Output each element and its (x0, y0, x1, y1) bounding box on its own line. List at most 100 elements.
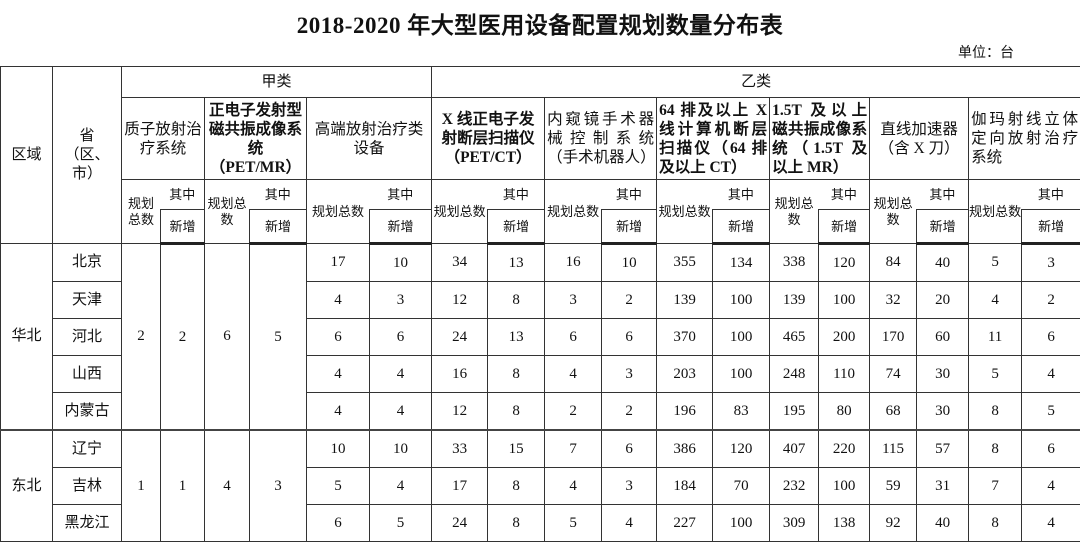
cell-value: 5 (969, 244, 1022, 282)
cell-value: 83 (713, 393, 770, 431)
cell-value: 4 (307, 393, 370, 431)
header-region: 区域 (1, 67, 53, 244)
cell-value: 8 (488, 356, 545, 393)
cell-value: 2 (1022, 282, 1080, 319)
cell-value: 34 (432, 244, 488, 282)
cell-value: 32 (870, 282, 917, 319)
header-device: X 线正电子发射断层扫描仪（PET/CT） (432, 98, 545, 180)
cell-value: 68 (870, 393, 917, 431)
cell-value: 24 (432, 505, 488, 542)
header-new: 新增 (819, 210, 870, 244)
cell-petmr: 5 (250, 244, 307, 431)
cell-value: 4 (1022, 468, 1080, 505)
cell-value: 5 (969, 356, 1022, 393)
cell-value: 465 (770, 319, 819, 356)
province-name: 天津 (53, 282, 122, 319)
cell-value: 6 (1022, 430, 1080, 468)
header-device: 内窥镜手术器械控制系统（手术机器人） (545, 98, 657, 180)
cell-value: 5 (307, 468, 370, 505)
province-name: 北京 (53, 244, 122, 282)
cell-value: 338 (770, 244, 819, 282)
cell-value: 16 (545, 244, 602, 282)
header-new: 新增 (370, 210, 432, 244)
cell-value: 170 (870, 319, 917, 356)
cell-proton: 1 (161, 430, 205, 542)
cell-value: 386 (657, 430, 713, 468)
header-device: 1.5T 及以上磁共振成像系统（1.5T 及以上 MR） (770, 98, 870, 180)
header-device: 高端放射治疗类设备 (307, 98, 432, 180)
cell-value: 59 (870, 468, 917, 505)
header-new: 新增 (713, 210, 770, 244)
cell-value: 13 (488, 244, 545, 282)
cell-value: 3 (602, 468, 657, 505)
region-name: 华北 (1, 244, 53, 431)
header-of-which: 其中 (1022, 180, 1080, 210)
cell-value: 220 (819, 430, 870, 468)
cell-petmr: 4 (205, 430, 250, 542)
equipment-table: 区域 省（区、市） 甲类 乙类 质子放射治疗系统正电子发射型磁共振成像系统（PE… (0, 66, 1080, 542)
cell-value: 24 (432, 319, 488, 356)
cell-value: 20 (917, 282, 969, 319)
cell-value: 203 (657, 356, 713, 393)
cell-value: 6 (1022, 319, 1080, 356)
header-of-which: 其中 (250, 180, 307, 210)
cell-value: 100 (819, 468, 870, 505)
cell-value: 4 (1022, 356, 1080, 393)
header-of-which: 其中 (602, 180, 657, 210)
header-new: 新增 (250, 210, 307, 244)
header-planned-total: 规划总数 (432, 180, 488, 244)
cell-proton: 2 (122, 244, 161, 431)
cell-value: 10 (307, 430, 370, 468)
cell-value: 115 (870, 430, 917, 468)
cell-value: 12 (432, 282, 488, 319)
cell-value: 11 (969, 319, 1022, 356)
cell-value: 5 (545, 505, 602, 542)
header-of-which: 其中 (370, 180, 432, 210)
cell-value: 40 (917, 244, 969, 282)
header-planned-total: 规划总数 (657, 180, 713, 244)
cell-value: 17 (307, 244, 370, 282)
cell-value: 8 (488, 468, 545, 505)
province-name: 黑龙江 (53, 505, 122, 542)
cell-value: 7 (969, 468, 1022, 505)
header-device: 伽玛射线立体定向放射治疗系统 (969, 98, 1080, 180)
header-of-which: 其中 (819, 180, 870, 210)
page-title: 2018-2020 年大型医用设备配置规划数量分布表 (0, 6, 1080, 40)
cell-value: 120 (713, 430, 770, 468)
cell-value: 100 (713, 282, 770, 319)
header-new: 新增 (917, 210, 969, 244)
cell-value: 4 (370, 468, 432, 505)
cell-value: 6 (370, 319, 432, 356)
cell-value: 184 (657, 468, 713, 505)
cell-value: 134 (713, 244, 770, 282)
cell-value: 3 (1022, 244, 1080, 282)
cell-value: 31 (917, 468, 969, 505)
cell-value: 4 (307, 356, 370, 393)
cell-value: 4 (545, 356, 602, 393)
cell-value: 16 (432, 356, 488, 393)
header-device: 正电子发射型磁共振成像系统（PET/MR） (205, 98, 307, 180)
cell-value: 6 (545, 319, 602, 356)
cell-value: 12 (432, 393, 488, 431)
cell-value: 70 (713, 468, 770, 505)
cell-value: 4 (545, 468, 602, 505)
cell-value: 10 (370, 430, 432, 468)
cell-value: 8 (488, 393, 545, 431)
region-name: 东北 (1, 430, 53, 542)
header-of-which: 其中 (917, 180, 969, 210)
cell-value: 8 (488, 505, 545, 542)
cell-value: 5 (370, 505, 432, 542)
province-name: 吉林 (53, 468, 122, 505)
cell-value: 100 (713, 319, 770, 356)
cell-value: 4 (602, 505, 657, 542)
header-planned-total: 规划总数 (969, 180, 1022, 244)
cell-value: 2 (545, 393, 602, 431)
cell-value: 100 (713, 505, 770, 542)
province-name: 河北 (53, 319, 122, 356)
cell-value: 110 (819, 356, 870, 393)
cell-value: 4 (307, 282, 370, 319)
cell-value: 10 (602, 244, 657, 282)
cell-petmr: 6 (205, 244, 250, 431)
header-device: 质子放射治疗系统 (122, 98, 205, 180)
